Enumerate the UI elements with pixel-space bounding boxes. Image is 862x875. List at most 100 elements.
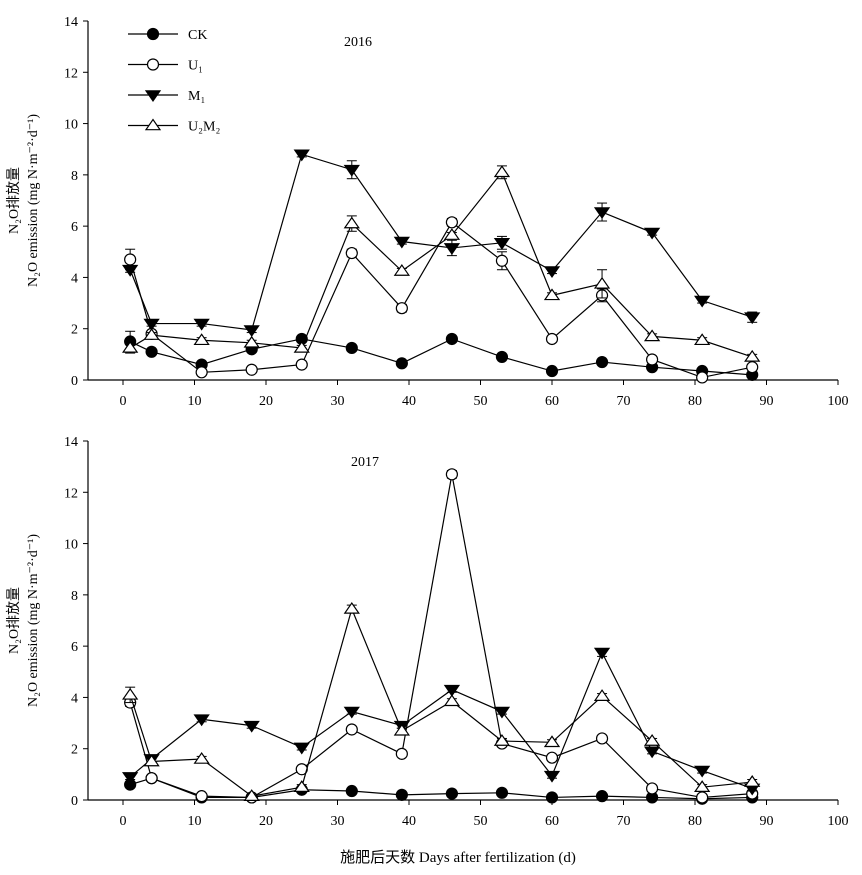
series-ck bbox=[124, 330, 759, 381]
x-tick-label: 30 bbox=[331, 394, 345, 409]
data-point-m1 bbox=[744, 312, 761, 325]
data-point-m1 bbox=[593, 207, 611, 220]
panel-title: 2017 bbox=[351, 455, 379, 470]
data-point-u2m2 bbox=[543, 288, 561, 301]
data-point-u2m2 bbox=[343, 216, 360, 229]
data-point-u1 bbox=[545, 332, 559, 346]
data-point-u1 bbox=[696, 371, 709, 384]
legend-marker-ck bbox=[146, 27, 160, 41]
data-point-ck bbox=[145, 345, 158, 358]
data-point-u2m2 bbox=[744, 775, 761, 787]
y-tick-label: 2 bbox=[71, 323, 78, 338]
x-tick-label: 50 bbox=[474, 814, 488, 829]
data-point-m1 bbox=[243, 325, 260, 338]
data-point-m1 bbox=[343, 706, 360, 719]
y-tick-label: 6 bbox=[71, 220, 78, 235]
x-tick-label: 20 bbox=[259, 394, 273, 409]
data-point-u2m2 bbox=[122, 340, 139, 353]
data-point-u2m2 bbox=[694, 780, 711, 792]
panel-2017: 0 2 4 6 8 10 12 14 0 10 20 30 40 50 60 70 80 90 100 N₂O排放量 N… bbox=[6, 435, 849, 829]
data-point-u1 bbox=[395, 747, 408, 760]
data-point-u2m2 bbox=[744, 349, 761, 362]
y-tick-label: 6 bbox=[71, 640, 78, 655]
legend-marker-u1 bbox=[146, 58, 160, 71]
data-point-u2m2 bbox=[343, 601, 360, 614]
y-axis-label-en: N₂O emission (mg N·m⁻²·d⁻¹) bbox=[26, 534, 41, 707]
y-tick-label: 2 bbox=[71, 743, 78, 758]
y-tick-label: 0 bbox=[71, 794, 78, 809]
data-point-ck bbox=[345, 784, 358, 798]
data-point-u1 bbox=[124, 253, 137, 266]
legend: CK U₁ M₁ U₂M₂ bbox=[128, 27, 220, 135]
data-point-u2m2 bbox=[143, 328, 160, 340]
series-line-u1 bbox=[129, 474, 753, 799]
y-tick-label: 8 bbox=[71, 169, 78, 184]
y-tick-label: 14 bbox=[64, 435, 78, 450]
data-point-ck bbox=[395, 788, 408, 801]
x-tick-label: 80 bbox=[688, 394, 702, 409]
data-point-u2m2 bbox=[643, 329, 661, 342]
data-point-m1 bbox=[143, 318, 160, 331]
legend-marker-u2m2 bbox=[144, 118, 162, 131]
x-tick-label: 20 bbox=[259, 814, 273, 829]
x-tick-label: 10 bbox=[188, 814, 202, 829]
series-m1 bbox=[122, 647, 761, 796]
data-point-u1 bbox=[445, 468, 458, 481]
data-point-m1 bbox=[443, 243, 461, 255]
data-point-u2m2 bbox=[694, 333, 711, 346]
data-point-u1 bbox=[595, 732, 609, 745]
x-tick-label: 10 bbox=[188, 394, 202, 409]
x-tick-label: 100 bbox=[828, 814, 849, 829]
data-point-ck bbox=[495, 350, 509, 364]
y-tick-label: 4 bbox=[71, 691, 78, 706]
y-axis-label-cn: N₂O排放量 bbox=[6, 167, 22, 234]
x-tick-label: 100 bbox=[828, 394, 849, 409]
data-point-ck bbox=[545, 364, 559, 378]
legend-label-m1: M₁ bbox=[188, 89, 205, 104]
y-tick-label: 14 bbox=[64, 15, 78, 30]
y-axis-label-cn: N₂O排放量 bbox=[6, 587, 22, 654]
data-point-u2m2 bbox=[293, 340, 310, 353]
data-point-m1 bbox=[293, 149, 310, 162]
data-point-u2m2 bbox=[193, 751, 210, 764]
x-tick-label: 0 bbox=[120, 394, 127, 409]
series-line-ck bbox=[129, 777, 753, 800]
data-point-m1 bbox=[293, 742, 310, 755]
series-u2m2 bbox=[122, 601, 761, 801]
data-point-ck bbox=[345, 341, 358, 355]
data-point-u1 bbox=[645, 782, 659, 795]
data-point-u2m2 bbox=[593, 276, 611, 289]
data-point-u2m2 bbox=[493, 165, 511, 178]
data-point-ck bbox=[545, 791, 559, 804]
panel-2016: 0 2 4 6 8 10 12 14 0 10 20 30 40 50 60 70 80 90 100 N₂O排放量 N… bbox=[6, 15, 849, 409]
data-point-ck bbox=[395, 357, 408, 370]
data-point-u1 bbox=[195, 790, 208, 803]
data-point-m1 bbox=[493, 706, 511, 719]
data-point-u2m2 bbox=[143, 754, 160, 767]
data-point-m1 bbox=[343, 164, 360, 177]
x-tick-label: 40 bbox=[402, 814, 416, 829]
series-m1 bbox=[122, 149, 761, 338]
series-u1 bbox=[124, 216, 759, 384]
data-point-u1 bbox=[395, 302, 408, 315]
data-point-u1 bbox=[245, 363, 258, 376]
data-point-m1 bbox=[694, 295, 711, 308]
data-point-u2m2 bbox=[543, 735, 561, 748]
data-point-m1 bbox=[643, 746, 661, 759]
x-tick-label: 90 bbox=[760, 394, 774, 409]
x-tick-label: 80 bbox=[688, 814, 702, 829]
data-point-u1 bbox=[445, 216, 458, 229]
series-u2m2 bbox=[122, 165, 761, 362]
data-point-m1 bbox=[543, 770, 561, 783]
x-tick-label: 0 bbox=[120, 814, 127, 829]
data-point-u2m2 bbox=[122, 687, 139, 700]
series-line-m1 bbox=[129, 153, 753, 331]
y-tick-label: 12 bbox=[64, 66, 78, 81]
data-point-ck bbox=[445, 787, 458, 800]
data-point-u1 bbox=[145, 772, 158, 785]
data-point-u2m2 bbox=[643, 734, 661, 746]
y-tick-label: 4 bbox=[71, 271, 78, 286]
data-point-m1 bbox=[593, 647, 611, 660]
data-point-u1 bbox=[345, 246, 358, 260]
